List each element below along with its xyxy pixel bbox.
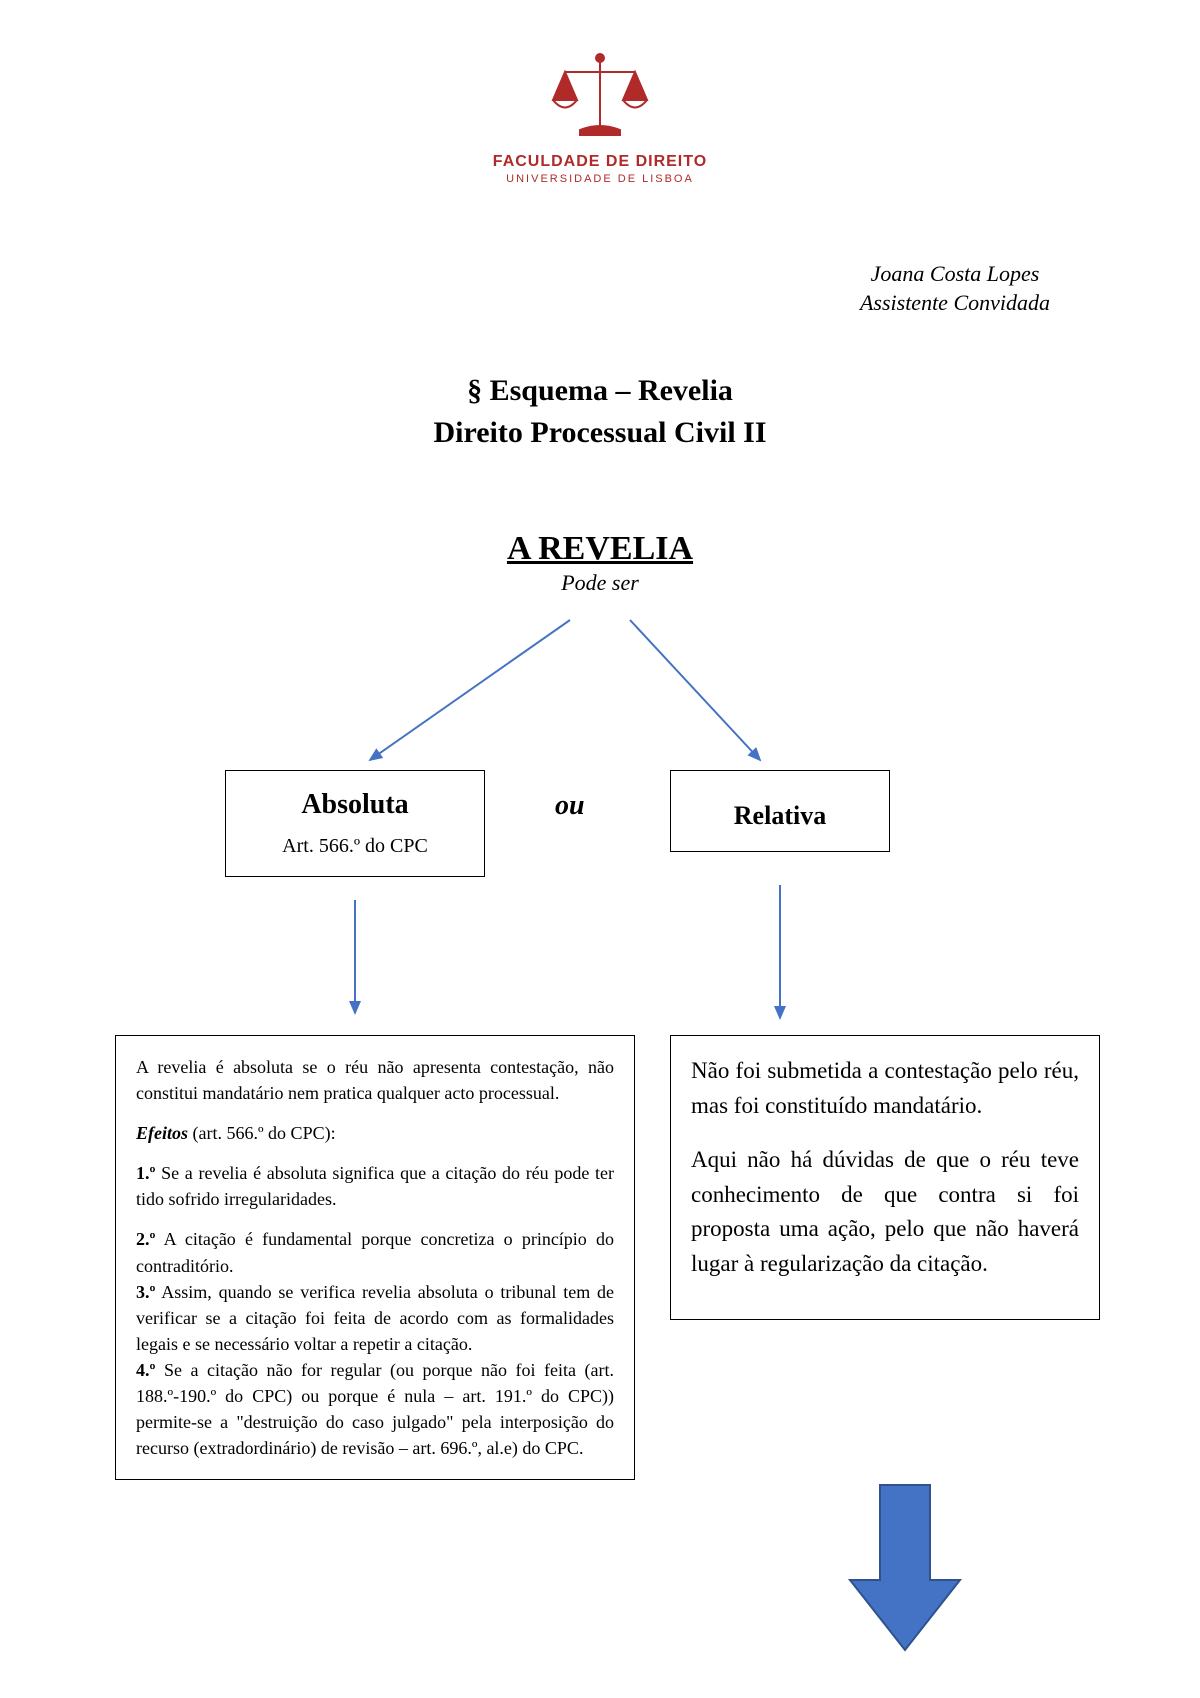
header-logo: FACULDADE DE DIREITO UNIVERSIDADE DE LIS…	[480, 50, 720, 185]
absoluta-title: Absoluta	[236, 789, 474, 821]
relativa-description: Não foi submetida a contestação pelo réu…	[670, 1035, 1100, 1320]
big-down-arrow-icon	[845, 1480, 965, 1660]
diagram-subtitle: Pode ser	[0, 570, 1200, 596]
arrow-down-left	[340, 895, 370, 1025]
efeitos-ref: (art. 566.º do CPC):	[188, 1123, 336, 1143]
relativa-title: Relativa	[681, 801, 879, 831]
absoluta-intro: A revelia é absoluta se o réu não aprese…	[136, 1054, 614, 1106]
author-name: Joana Costa Lopes	[860, 260, 1050, 289]
efeitos-heading: Efeitos (art. 566.º do CPC):	[136, 1120, 614, 1146]
or-label: ou	[555, 790, 585, 822]
relativa-p1: Não foi submetida a contestação pelo réu…	[691, 1054, 1079, 1123]
arrow-down-right	[765, 880, 795, 1030]
scales-icon	[545, 50, 655, 145]
point-4: 4.º Se a citação não for regular (ou por…	[136, 1357, 614, 1461]
author-block: Joana Costa Lopes Assistente Convidada	[860, 260, 1050, 317]
node-relativa: Relativa	[670, 770, 890, 852]
absoluta-subtitle: Art. 566.º do CPC	[236, 835, 474, 858]
diagram-main-title: A REVELIA	[0, 530, 1200, 568]
node-absoluta: Absoluta Art. 566.º do CPC	[225, 770, 485, 877]
document-title: § Esquema – Revelia Direito Processual C…	[0, 370, 1200, 454]
title-line2: Direito Processual Civil II	[0, 412, 1200, 454]
point-3: 3.º Assim, quando se verifica revelia ab…	[136, 1279, 614, 1357]
absoluta-description: A revelia é absoluta se o réu não aprese…	[115, 1035, 635, 1480]
split-arrows	[300, 610, 900, 780]
point-2: 2.º A citação é fundamental porque concr…	[136, 1226, 614, 1278]
faculty-name: FACULDADE DE DIREITO	[480, 153, 720, 171]
title-line1: § Esquema – Revelia	[0, 370, 1200, 412]
point-1: 1.º Se a revelia é absoluta significa qu…	[136, 1160, 614, 1212]
diagram-heading: A REVELIA Pode ser	[0, 530, 1200, 596]
relativa-p2: Aqui não há dúvidas de que o réu teve co…	[691, 1143, 1079, 1281]
author-role: Assistente Convidada	[860, 289, 1050, 318]
efeitos-label: Efeitos	[136, 1123, 188, 1143]
university-name: UNIVERSIDADE DE LISBOA	[480, 173, 720, 185]
